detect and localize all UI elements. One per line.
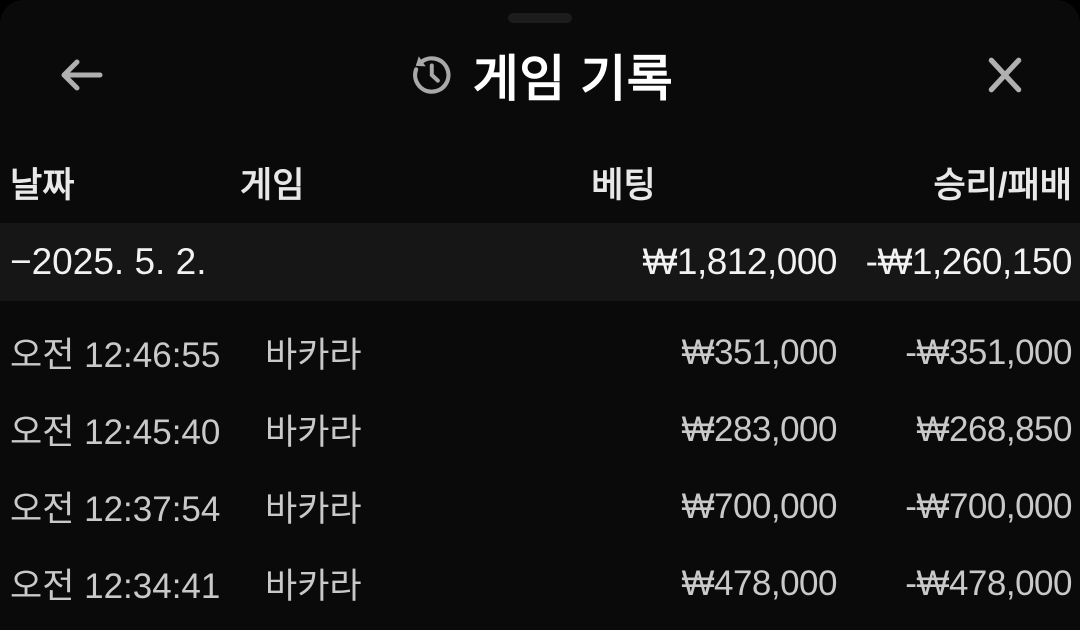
back-button[interactable] bbox=[56, 55, 104, 95]
app-bar: 게임 기록 bbox=[0, 23, 1080, 127]
row-bet: ₩283,000 bbox=[681, 409, 837, 449]
page-title: 게임 기록 bbox=[472, 51, 674, 107]
row-result: -₩351,000 bbox=[905, 332, 1072, 372]
table-rows: 오전 12:46:55 바카라 ₩351,000 -₩351,000 오전 12… bbox=[0, 314, 1080, 622]
title-group: 게임 기록 bbox=[407, 39, 673, 111]
table-header-row: 날짜 게임 베팅 승리/패배 bbox=[0, 147, 1080, 217]
row-bet: ₩700,000 bbox=[681, 486, 837, 526]
col-header-date: 날짜 bbox=[10, 165, 75, 205]
row-game: 바카라 bbox=[265, 336, 362, 375]
row-game: 바카라 bbox=[265, 413, 362, 452]
row-time: 오전 12:45:40 bbox=[10, 413, 221, 452]
row-bet: ₩351,000 bbox=[681, 332, 837, 372]
sheet-drag-handle[interactable] bbox=[508, 13, 572, 23]
summary-result: -₩1,260,150 bbox=[865, 241, 1073, 282]
row-time: 오전 12:37:54 bbox=[10, 490, 221, 529]
row-game: 바카라 bbox=[265, 567, 362, 606]
row-result: -₩700,000 bbox=[905, 486, 1072, 526]
summary-date: −2025. 5. 2. bbox=[10, 241, 207, 282]
row-time: 오전 12:46:55 bbox=[10, 336, 221, 375]
table-row: 오전 12:34:41 바카라 ₩478,000 -₩478,000 bbox=[0, 545, 1080, 622]
table-row: 오전 12:45:40 바카라 ₩283,000 ₩268,850 bbox=[0, 391, 1080, 468]
row-game: 바카라 bbox=[265, 490, 362, 529]
col-header-bet: 베팅 bbox=[591, 165, 656, 205]
col-header-result: 승리/패배 bbox=[933, 165, 1072, 205]
table-row: 오전 12:46:55 바카라 ₩351,000 -₩351,000 bbox=[0, 314, 1080, 391]
close-icon bbox=[983, 54, 1027, 96]
summary-bet: ₩1,812,000 bbox=[642, 241, 837, 282]
row-result: ₩268,850 bbox=[916, 409, 1072, 449]
col-header-game: 게임 bbox=[240, 165, 305, 205]
row-bet: ₩478,000 bbox=[681, 563, 837, 603]
daily-summary-row[interactable]: −2025. 5. 2. ₩1,812,000 -₩1,260,150 bbox=[0, 223, 1080, 301]
row-time: 오전 12:34:41 bbox=[10, 567, 221, 606]
table-row: 오전 12:37:54 바카라 ₩700,000 -₩700,000 bbox=[0, 468, 1080, 545]
history-clock-icon bbox=[407, 49, 457, 101]
row-result: -₩478,000 bbox=[905, 563, 1072, 603]
arrow-left-icon bbox=[56, 55, 104, 95]
close-button[interactable] bbox=[983, 54, 1027, 96]
game-history-table: 날짜 게임 베팅 승리/패배 −2025. 5. 2. ₩1,812,000 -… bbox=[0, 127, 1080, 622]
